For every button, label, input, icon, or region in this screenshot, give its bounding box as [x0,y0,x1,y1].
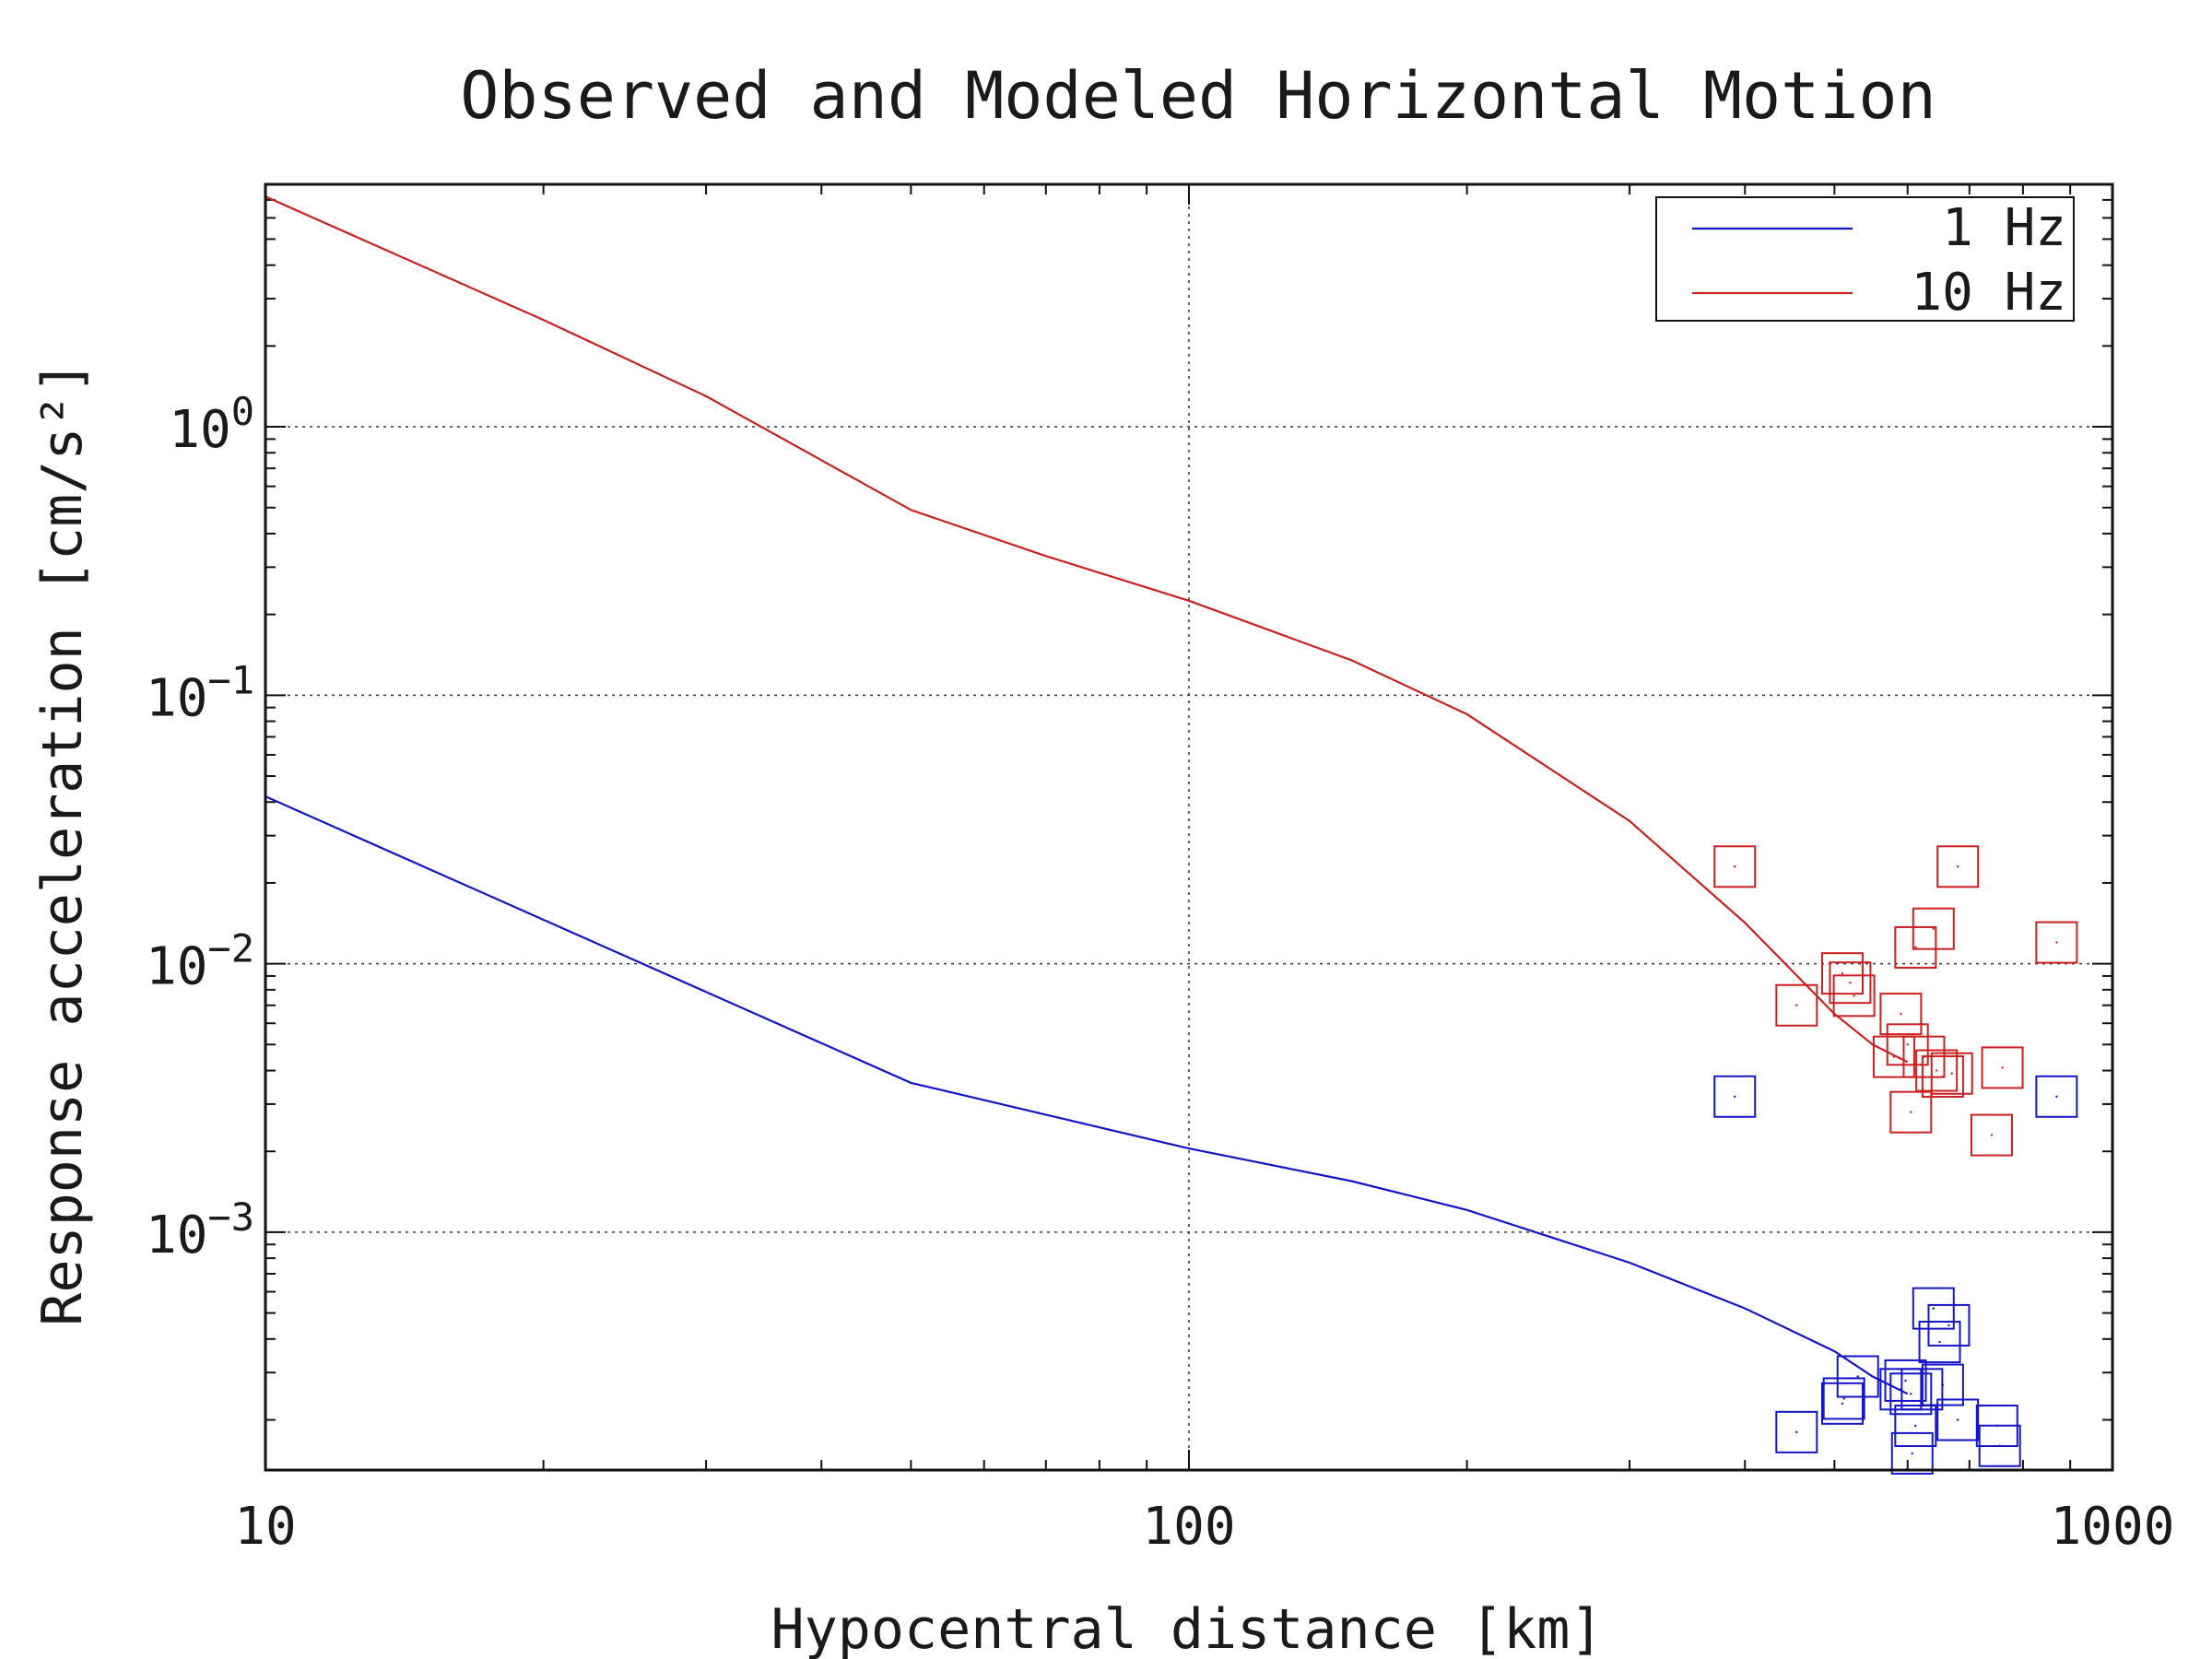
observed-point-center-1 [1990,1134,1994,1136]
observed-point-center-1 [1914,946,1917,949]
x-tick-label: 10 [234,1497,296,1557]
legend-box [1655,196,2075,322]
observed-point-0 [1918,1321,1961,1364]
observed-point-center-0 [1734,1095,1736,1098]
observed-point-center-1 [1795,1004,1798,1006]
observed-point-center-1 [2055,941,2058,944]
observed-point-0 [1713,1075,1757,1118]
observed-point-0 [1927,1303,1971,1347]
observed-point-center-1 [1853,994,1855,997]
observed-point-center-0 [1841,1402,1844,1406]
observed-point-0 [1894,1404,1937,1447]
observed-point-center-0 [1914,1424,1917,1428]
y-axis-label: Response acceleration [cm/s²] [30,360,95,1326]
observed-point-1 [1970,1113,2013,1157]
observed-point-center-0 [1947,1324,1950,1327]
observed-point-center-0 [1956,1418,1959,1421]
observed-point-center-0 [1842,1397,1845,1400]
y-tick-label: 100 [169,389,254,460]
observed-point-center-1 [1900,1012,1902,1016]
observed-point-center-1 [1935,1069,1938,1072]
observed-point-0 [1936,1398,1980,1441]
observed-point-0 [1836,1355,1879,1398]
observed-point-center-0 [1910,1393,1912,1395]
observed-point-center-1 [1956,865,1959,868]
observed-point-1 [1936,845,1980,888]
observed-point-1 [1879,993,1923,1036]
observed-point-1 [1820,952,1864,995]
observed-point-0 [1912,1287,1955,1330]
observed-point-center-0 [2055,1095,2058,1098]
series-layer [265,195,2078,1475]
observed-point-1 [1915,1049,1959,1092]
observed-point-1 [1713,845,1757,888]
observed-point-center-0 [1938,1340,1941,1344]
series-1 [265,195,2078,1157]
observed-point-1 [1930,1052,1973,1095]
observed-point-0 [1890,1431,1934,1475]
observed-point-1 [2035,921,2078,964]
observed-point-center-0 [1911,1452,1913,1455]
grid-lines [265,184,2112,1470]
observed-point-1 [1832,974,1876,1018]
chart-title: Observed and Modeled Horizontal Motion [460,58,1936,134]
plot-frame [264,182,2114,1472]
y-tick-label: 10−1 [146,657,254,728]
observed-point-center-1 [1841,971,1844,975]
legend-label-1: 10 Hz [1911,263,2066,323]
observed-point-center-1 [1892,1055,1896,1058]
series-0 [265,795,2078,1475]
observed-point-1 [1894,925,1937,969]
observed-point-0 [2035,1075,2078,1118]
x-tick-label: 100 [1142,1497,1235,1557]
x-tick-label: 1000 [2051,1497,2175,1557]
observed-point-0 [1822,1377,1865,1420]
observed-point-center-0 [1904,1379,1907,1382]
observed-point-0 [1775,1410,1818,1453]
observed-point-0 [1884,1359,1927,1402]
observed-point-center-1 [1849,981,1852,984]
observed-point-center-0 [1856,1375,1859,1378]
observed-point-0 [1921,1363,1964,1406]
observed-point-1 [1912,907,1955,950]
model-curve-0 [265,795,1909,1395]
observed-point-center-1 [2001,1066,2004,1069]
observed-point-center-0 [1998,1444,2001,1447]
observed-point-center-0 [1941,1383,1945,1386]
observed-point-1 [1829,961,1872,1005]
observed-point-1 [1886,1023,1929,1066]
y-tick-label: 10−3 [146,1194,254,1265]
x-axis-label: Hypocentral distance [km] [771,1597,1603,1659]
observed-point-1 [1981,1046,2024,1089]
axis-ticks: 10 100 1000 10−3 10−2 10−1 100 [146,183,2175,1557]
observed-point-1 [1921,1055,1964,1099]
y-tick-label: 10−2 [146,926,254,997]
observed-point-center-1 [1734,865,1736,868]
observed-point-center-1 [1910,1111,1912,1113]
legend-label-0: 1 Hz [1942,198,2066,258]
observed-point-center-1 [1932,927,1935,930]
observed-point-center-0 [1795,1430,1798,1434]
observed-point-1 [1775,983,1818,1027]
observed-point-0 [1820,1382,1864,1425]
observed-point-0 [1889,1372,1933,1416]
observed-point-1 [1889,1090,1933,1134]
observed-point-center-0 [1932,1307,1935,1310]
observed-point-0 [1978,1424,2021,1467]
observed-point-1 [1872,1035,1915,1078]
observed-point-center-1 [1941,1075,1945,1078]
observed-point-center-1 [1950,1072,1953,1075]
observed-point-center-1 [1906,1043,1909,1046]
